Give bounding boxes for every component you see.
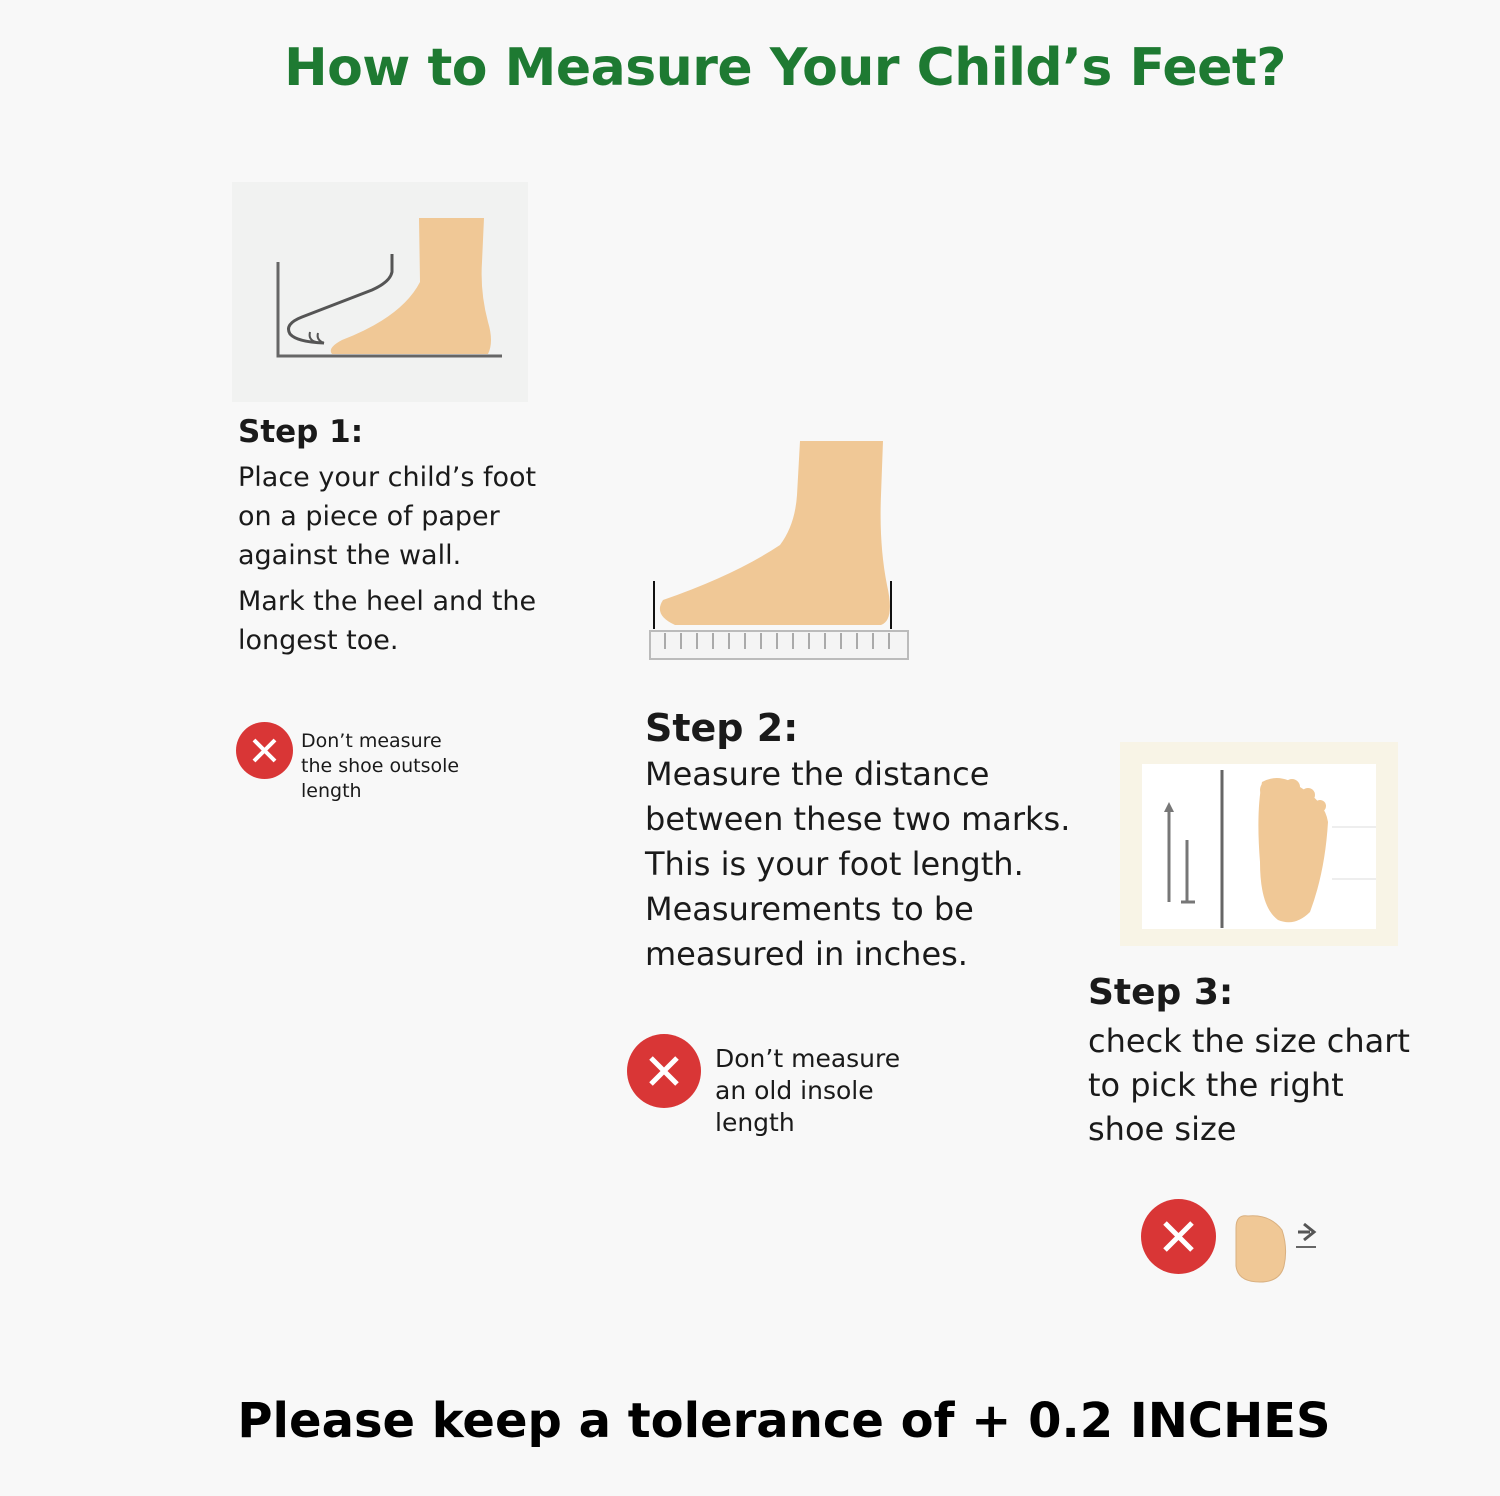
step-3: Step 3: check the size chart to pick the… (1088, 972, 1410, 1148)
step-1: Step 1: Place your child’s foot on a pie… (238, 414, 537, 656)
foot-against-wall-illustration (232, 182, 528, 402)
foot-on-ruler-illustration (649, 441, 909, 660)
x-circle-icon (1141, 1199, 1216, 1274)
step-1-warning: Don’t measure the shoe outsole length (301, 730, 460, 802)
x-circle-icon (627, 1034, 701, 1108)
toe-space-icon (1235, 1215, 1317, 1283)
foot-on-size-chart-illustration (1120, 742, 1398, 946)
step-2: Step 2: Measure the distance between the… (645, 706, 1071, 973)
page-title: How to Measure Your Child’s Feet? (284, 38, 1286, 98)
footer-note: Please keep a tolerance of + 0.2 INCHES (237, 1393, 1331, 1449)
x-circle-icon (236, 722, 293, 779)
step-2-warning: Don’t measure an old insole length (715, 1044, 901, 1137)
